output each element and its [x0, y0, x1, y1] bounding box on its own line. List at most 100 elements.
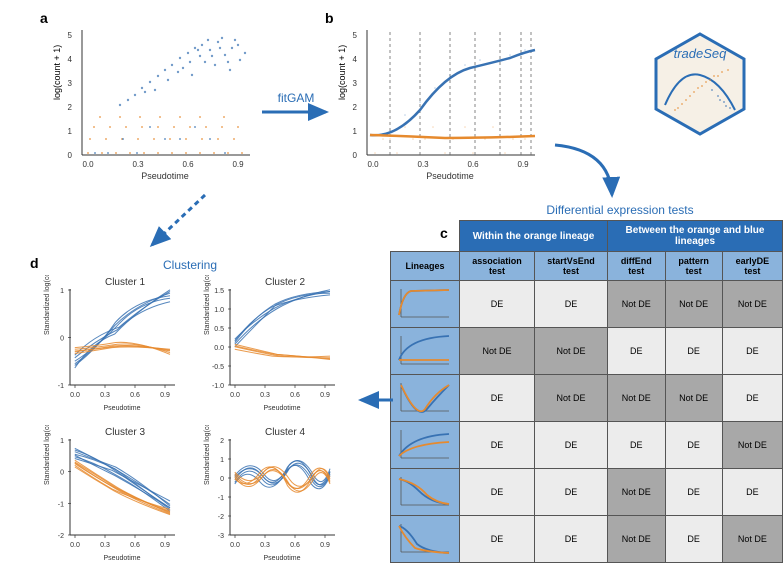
svg-text:Cluster 4: Cluster 4 — [265, 427, 305, 438]
de-cell: Not DE — [722, 281, 782, 328]
svg-text:1.0: 1.0 — [214, 307, 224, 314]
svg-text:0: 0 — [60, 336, 64, 343]
svg-text:0.0: 0.0 — [70, 542, 80, 549]
svg-text:0.0: 0.0 — [230, 392, 240, 399]
de-cell: DE — [722, 328, 782, 375]
panel-a-xticks: 0.0 0.3 0.6 0.9 — [82, 160, 244, 169]
de-cell: Not DE — [722, 516, 782, 563]
de-cell: DE — [460, 516, 535, 563]
table-row: DEDENot DEDEDE — [391, 469, 783, 516]
de-cell: Not DE — [535, 375, 608, 422]
table-row: DENot DENot DENot DEDE — [391, 375, 783, 422]
table-header-row-1: Within the orange lineage Between the or… — [391, 221, 783, 252]
svg-text:0: 0 — [60, 470, 64, 477]
svg-text:0.6: 0.6 — [290, 542, 300, 549]
panel-a-chart: log(count + 1) 0 1 2 3 4 5 0.0 0.3 0.6 0… — [50, 20, 260, 182]
de-cell: DE — [460, 422, 535, 469]
panel-a-ylabel: log(count + 1) — [52, 45, 62, 100]
de-cell: DE — [460, 375, 535, 422]
panel-b-chart: log(count + 1) 0 1 2 3 4 5 0.0 0.3 0.6 0… — [335, 20, 545, 182]
svg-text:Cluster 1: Cluster 1 — [105, 277, 145, 288]
svg-text:Pseudotime: Pseudotime — [264, 405, 301, 412]
clustering-title-wrap: Clustering — [130, 255, 250, 275]
within-header: Within the orange lineage — [460, 221, 608, 252]
svg-text:1: 1 — [60, 438, 64, 445]
svg-text:0.6: 0.6 — [130, 392, 140, 399]
clustering-title: Clustering — [163, 258, 217, 272]
de-cell: Not DE — [665, 281, 722, 328]
svg-text:0.9: 0.9 — [320, 542, 330, 549]
de-cell: Not DE — [535, 328, 608, 375]
svg-text:Pseudotime: Pseudotime — [104, 555, 141, 562]
svg-text:0.0: 0.0 — [82, 160, 94, 169]
panel-b-blue-curve — [370, 50, 535, 135]
de-cell: DE — [722, 375, 782, 422]
svg-text:5: 5 — [68, 31, 73, 40]
de-cell: Not DE — [608, 469, 666, 516]
de-cell: Not DE — [460, 328, 535, 375]
col-association: association test — [460, 252, 535, 281]
svg-text:0.0: 0.0 — [230, 542, 240, 549]
table-row: DEDEDEDENot DE — [391, 422, 783, 469]
svg-text:1: 1 — [220, 457, 224, 464]
col-earlyde: earlyDE test — [722, 252, 782, 281]
svg-text:Standardized log(count + 1): Standardized log(count + 1) — [44, 425, 51, 485]
svg-text:0.9: 0.9 — [160, 392, 170, 399]
cluster-4-chart: Cluster 4 Standardized log(count + 1) -3… — [200, 425, 360, 575]
de-cell: DE — [665, 422, 722, 469]
svg-text:0.0: 0.0 — [70, 392, 80, 399]
svg-text:-1: -1 — [58, 501, 64, 508]
de-cell: DE — [535, 422, 608, 469]
svg-text:0.0: 0.0 — [214, 345, 224, 352]
col-diffend: diffEnd test — [608, 252, 666, 281]
panel-a-yticks: 0 1 2 3 4 5 — [68, 31, 73, 160]
de-cell: DE — [665, 516, 722, 563]
svg-text:5: 5 — [353, 31, 358, 40]
svg-text:0.3: 0.3 — [260, 542, 270, 549]
panel-a-scatter — [87, 37, 246, 154]
svg-text:2: 2 — [353, 103, 358, 112]
svg-text:Pseudotime: Pseudotime — [264, 555, 301, 562]
de-cell: DE — [535, 516, 608, 563]
lineage-mini-chart — [391, 281, 460, 328]
svg-text:0.0: 0.0 — [367, 160, 379, 169]
svg-text:0.6: 0.6 — [290, 392, 300, 399]
de-cell: Not DE — [608, 281, 666, 328]
de-cell: DE — [535, 281, 608, 328]
svg-text:0.9: 0.9 — [160, 542, 170, 549]
panel-a-xlabel: Pseudotime — [141, 171, 189, 181]
de-cell: Not DE — [722, 422, 782, 469]
svg-text:3: 3 — [68, 79, 73, 88]
tradeseq-logo: tradeSeq — [650, 30, 750, 140]
svg-text:2: 2 — [68, 103, 73, 112]
svg-text:0.9: 0.9 — [517, 160, 529, 169]
cluster-2-chart: Cluster 2 Standardized log(count + 1) -1… — [200, 275, 360, 425]
lineages-header: Lineages — [391, 252, 460, 281]
cluster-1-chart: Cluster 1 Standardized log(count + 1) -1… — [40, 275, 200, 425]
svg-text:1: 1 — [353, 127, 358, 136]
de-cell: DE — [665, 328, 722, 375]
de-tests-title: Differential expression tests — [546, 203, 693, 217]
svg-text:0.5: 0.5 — [214, 326, 224, 333]
lineage-mini-chart — [391, 328, 460, 375]
fitgam-label: fitGAM — [278, 91, 315, 105]
svg-text:1: 1 — [68, 127, 73, 136]
table-row: DEDENot DEDENot DE — [391, 516, 783, 563]
svg-text:-2: -2 — [58, 533, 64, 540]
svg-text:0.3: 0.3 — [100, 542, 110, 549]
svg-text:0.3: 0.3 — [260, 392, 270, 399]
de-cell: DE — [460, 469, 535, 516]
de-table: Within the orange lineage Between the or… — [390, 220, 783, 563]
de-cell: DE — [535, 469, 608, 516]
svg-text:0: 0 — [220, 476, 224, 483]
table-row: Not DENot DEDEDEDE — [391, 328, 783, 375]
svg-text:0.6: 0.6 — [130, 542, 140, 549]
lineage-mini-chart — [391, 516, 460, 563]
svg-text:-0.5: -0.5 — [212, 364, 224, 371]
panel-b-label: b — [325, 10, 334, 26]
svg-text:0.3: 0.3 — [417, 160, 429, 169]
between-header: Between the orange and blue lineages — [608, 221, 783, 252]
de-cell: Not DE — [608, 516, 666, 563]
lineage-mini-chart — [391, 375, 460, 422]
svg-text:0: 0 — [68, 151, 73, 160]
